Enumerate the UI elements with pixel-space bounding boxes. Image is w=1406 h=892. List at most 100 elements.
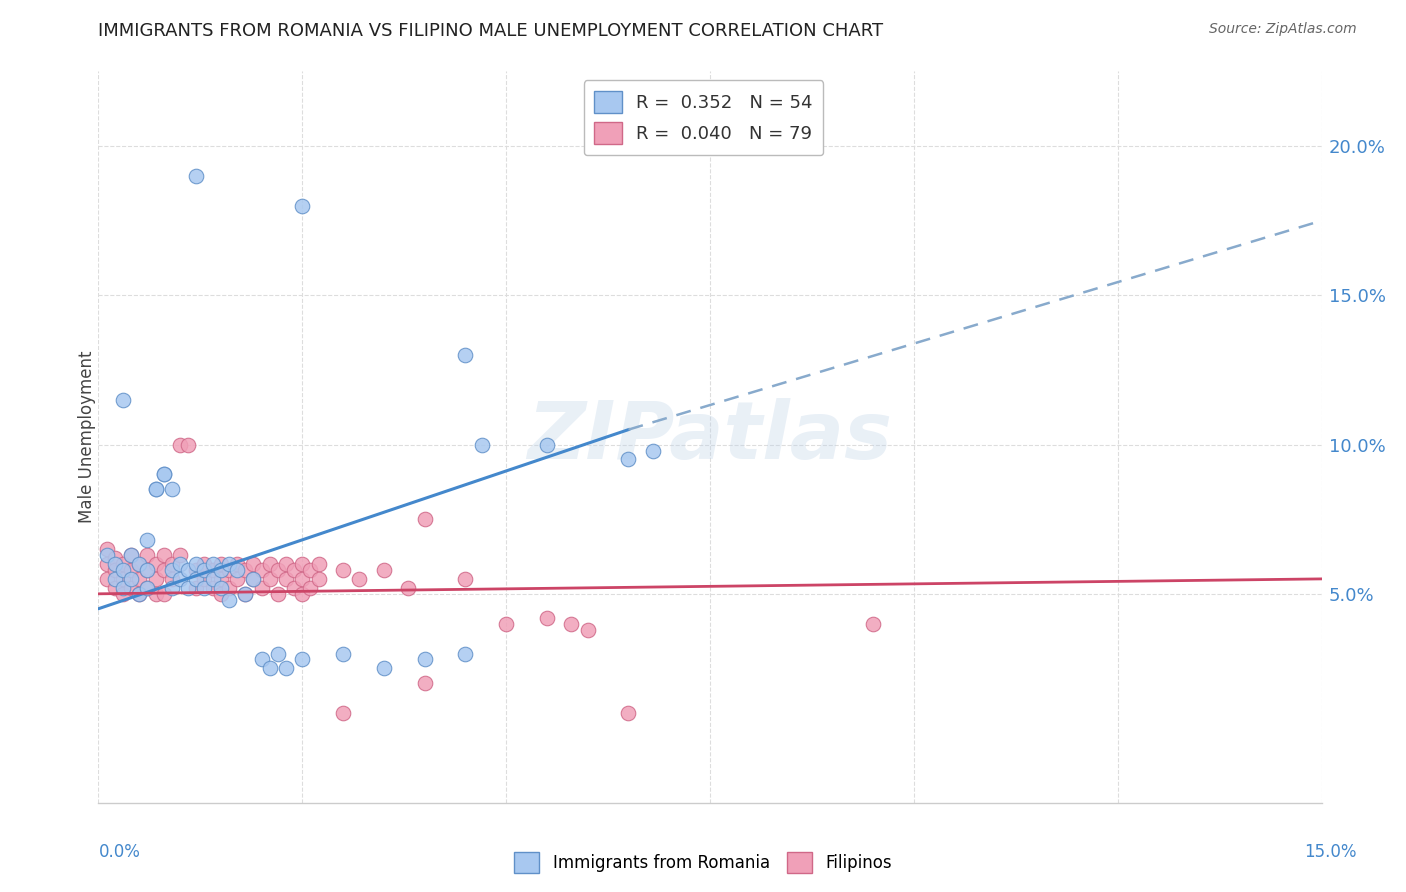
Point bbox=[120, 563, 142, 577]
Point bbox=[641, 443, 664, 458]
Point bbox=[274, 557, 297, 571]
Point bbox=[160, 483, 183, 497]
Point bbox=[332, 706, 354, 721]
Point bbox=[226, 572, 249, 586]
Point bbox=[274, 572, 297, 586]
Point bbox=[536, 610, 558, 624]
Point bbox=[209, 572, 232, 586]
Point bbox=[111, 563, 134, 577]
Point bbox=[495, 616, 517, 631]
Point bbox=[152, 467, 174, 482]
Point bbox=[104, 557, 127, 571]
Point bbox=[308, 557, 330, 571]
Point bbox=[193, 563, 215, 577]
Point bbox=[160, 581, 183, 595]
Point bbox=[186, 563, 208, 577]
Point bbox=[233, 587, 256, 601]
Point bbox=[177, 563, 200, 577]
Point bbox=[145, 572, 167, 586]
Point bbox=[259, 661, 281, 675]
Point bbox=[454, 348, 477, 362]
Point bbox=[96, 557, 118, 571]
Point bbox=[169, 437, 191, 451]
Point bbox=[96, 542, 118, 557]
Point bbox=[259, 572, 281, 586]
Point bbox=[209, 587, 232, 601]
Point bbox=[267, 647, 290, 661]
Point bbox=[177, 581, 200, 595]
Point bbox=[186, 557, 208, 571]
Text: 0.0%: 0.0% bbox=[98, 843, 141, 861]
Point bbox=[209, 557, 232, 571]
Point bbox=[152, 563, 174, 577]
Point bbox=[120, 548, 142, 562]
Point bbox=[291, 587, 314, 601]
Point bbox=[349, 572, 371, 586]
Point bbox=[111, 392, 134, 407]
Point bbox=[169, 557, 191, 571]
Point bbox=[201, 557, 224, 571]
Point bbox=[291, 652, 314, 666]
Point bbox=[201, 581, 224, 595]
Point bbox=[96, 548, 118, 562]
Point bbox=[136, 563, 159, 577]
Point bbox=[152, 587, 174, 601]
Point bbox=[218, 563, 240, 577]
Point bbox=[396, 581, 419, 595]
Point bbox=[111, 557, 134, 571]
Point bbox=[536, 437, 558, 451]
Point bbox=[209, 581, 232, 595]
Point bbox=[299, 581, 322, 595]
Point bbox=[128, 587, 150, 601]
Text: ZIPatlas: ZIPatlas bbox=[527, 398, 893, 476]
Point bbox=[128, 557, 150, 571]
Point bbox=[242, 557, 264, 571]
Point bbox=[373, 563, 395, 577]
Point bbox=[120, 572, 142, 586]
Point bbox=[209, 563, 232, 577]
Point bbox=[186, 169, 208, 183]
Point bbox=[201, 572, 224, 586]
Point bbox=[104, 563, 127, 577]
Point bbox=[250, 581, 273, 595]
Point bbox=[617, 706, 640, 721]
Point bbox=[332, 563, 354, 577]
Point bbox=[617, 452, 640, 467]
Point bbox=[128, 587, 150, 601]
Point bbox=[145, 483, 167, 497]
Point bbox=[274, 661, 297, 675]
Point bbox=[201, 563, 224, 577]
Point bbox=[152, 548, 174, 562]
Point bbox=[283, 563, 305, 577]
Point bbox=[413, 512, 436, 526]
Point bbox=[193, 581, 215, 595]
Point bbox=[259, 557, 281, 571]
Point bbox=[373, 661, 395, 675]
Point bbox=[104, 572, 127, 586]
Point bbox=[104, 581, 127, 595]
Point bbox=[120, 548, 142, 562]
Point bbox=[120, 581, 142, 595]
Point bbox=[291, 572, 314, 586]
Point bbox=[291, 557, 314, 571]
Point bbox=[233, 587, 256, 601]
Point bbox=[169, 548, 191, 562]
Point bbox=[218, 581, 240, 595]
Point bbox=[576, 623, 599, 637]
Point bbox=[160, 563, 183, 577]
Text: IMMIGRANTS FROM ROMANIA VS FILIPINO MALE UNEMPLOYMENT CORRELATION CHART: IMMIGRANTS FROM ROMANIA VS FILIPINO MALE… bbox=[98, 22, 883, 40]
Point bbox=[226, 557, 249, 571]
Point bbox=[145, 587, 167, 601]
Point bbox=[299, 563, 322, 577]
Point bbox=[267, 563, 290, 577]
Point bbox=[218, 592, 240, 607]
Legend: Immigrants from Romania, Filipinos: Immigrants from Romania, Filipinos bbox=[508, 846, 898, 880]
Point bbox=[250, 563, 273, 577]
Text: Source: ZipAtlas.com: Source: ZipAtlas.com bbox=[1209, 22, 1357, 37]
Point bbox=[128, 572, 150, 586]
Point bbox=[152, 467, 174, 482]
Point bbox=[193, 557, 215, 571]
Point bbox=[160, 557, 183, 571]
Point bbox=[862, 616, 884, 631]
Point bbox=[226, 563, 249, 577]
